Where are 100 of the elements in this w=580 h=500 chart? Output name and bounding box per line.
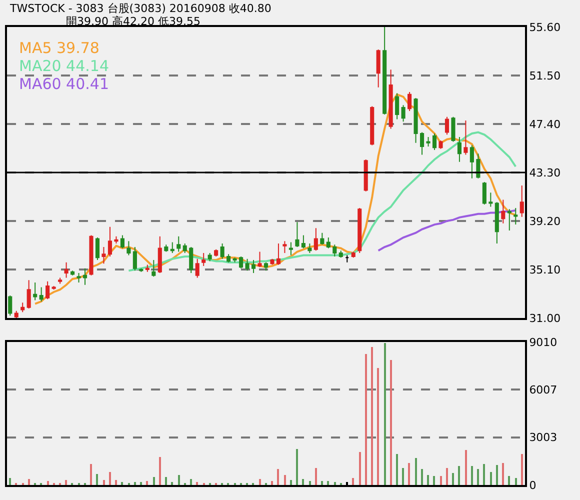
candlestick: [370, 106, 374, 146]
candlestick: [214, 248, 218, 257]
bar: [134, 482, 136, 485]
candlestick: [295, 222, 300, 248]
text: MA20 44.14: [19, 57, 109, 75]
bar: [371, 347, 373, 485]
candlestick: [82, 268, 88, 286]
candlestick: [464, 120, 468, 156]
line-series: [34, 93, 517, 305]
candlestick: [494, 202, 499, 244]
candlestick: [108, 226, 112, 257]
candlestick: [8, 295, 12, 316]
candlestick: [220, 242, 224, 260]
candlestick: [232, 257, 237, 263]
bar: [477, 469, 479, 485]
candlestick: [282, 240, 287, 254]
candlestick: [251, 260, 256, 274]
bar: [359, 452, 361, 485]
candlestick: [351, 251, 356, 258]
candlestick: [514, 207, 518, 226]
y-tick-label: 31.00: [529, 312, 561, 325]
candlestick: [33, 282, 38, 301]
candlestick: [182, 242, 187, 254]
candlestick: [332, 244, 337, 257]
candlestick: [308, 242, 312, 254]
candlestick: [95, 237, 100, 261]
candlestick: [20, 302, 25, 313]
bar: [465, 450, 467, 485]
candlestick: [388, 69, 393, 130]
candlestick: [264, 262, 268, 272]
candlestick: [102, 246, 106, 264]
bar: [440, 476, 442, 485]
y-tick-label: 51.50: [529, 69, 561, 82]
candlestick: [426, 136, 430, 147]
text: MA5 39.78: [19, 39, 100, 57]
candlestick: [52, 286, 56, 290]
candlestick: [501, 199, 506, 224]
candlestick: [320, 232, 324, 246]
bar: [446, 468, 448, 485]
line-series: [128, 131, 517, 272]
chart-title: TWSTOCK - 3083 台股(3083) 20160908 收40.80: [9, 2, 272, 15]
candlestick: [76, 272, 81, 284]
y-tick-label: 3003: [529, 431, 558, 444]
bar: [90, 464, 92, 485]
bar: [415, 458, 417, 485]
candlestick: [258, 251, 262, 268]
candlestick: [164, 244, 168, 252]
candlestick: [470, 144, 474, 179]
candlestick: [202, 252, 206, 266]
candlestick: [46, 280, 50, 300]
bar: [483, 464, 485, 485]
bar: [309, 481, 311, 485]
candlestick: [14, 310, 18, 318]
bar: [496, 465, 498, 485]
y-tick-label: 35.10: [529, 263, 561, 276]
bar: [165, 477, 167, 485]
bar: [458, 466, 460, 485]
y-tick-label: 39.20: [529, 214, 561, 228]
bar: [259, 479, 261, 485]
candlestick: [176, 236, 181, 252]
bar: [502, 463, 504, 485]
bar: [109, 472, 111, 485]
candlestick: [482, 181, 486, 205]
bar: [421, 469, 423, 485]
candlestick: [114, 236, 118, 244]
candlestick: [301, 234, 306, 249]
bar: [290, 480, 292, 485]
candlestick: [314, 228, 318, 252]
bar: [140, 482, 142, 485]
bar: [171, 482, 173, 485]
bar: [508, 476, 510, 485]
candlestick: [358, 207, 362, 254]
candlestick: [520, 185, 524, 218]
candlestick: [189, 246, 194, 274]
candlestick: [364, 158, 368, 192]
candlestick: [58, 277, 62, 284]
candlestick: [326, 237, 330, 249]
bar: [452, 473, 454, 485]
candlestick: [245, 258, 250, 272]
candlestick: [70, 270, 75, 276]
candlestick: [288, 242, 293, 256]
candlestick: [89, 234, 94, 276]
bar: [153, 477, 155, 485]
candlestick: [338, 250, 343, 258]
candlestick: [39, 286, 44, 302]
candlestick: [26, 280, 31, 310]
candlestick: [476, 153, 480, 179]
bar: [28, 479, 30, 485]
y-tick-label: 9010: [529, 336, 558, 349]
bar: [65, 480, 67, 485]
candlestick: [208, 252, 212, 262]
bar: [408, 463, 410, 485]
candlestick: [345, 254, 350, 263]
candlestick: [132, 246, 137, 272]
candlestick: [438, 140, 443, 150]
candlestick: [126, 240, 131, 256]
bar: [103, 480, 105, 485]
bar: [321, 481, 323, 485]
text: MA60 40.41: [19, 75, 109, 93]
bar: [9, 478, 11, 485]
